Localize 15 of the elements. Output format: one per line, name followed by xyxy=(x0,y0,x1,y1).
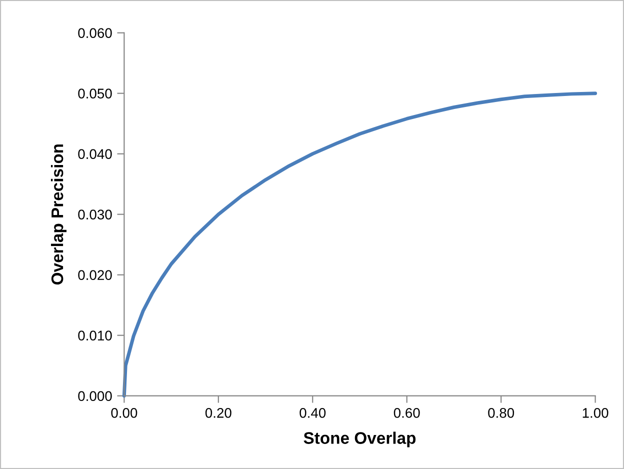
y-tick-label: 0.060 xyxy=(78,28,112,38)
x-tick-label: 1.00 xyxy=(582,408,608,418)
y-tick-label: 0.030 xyxy=(78,210,112,220)
x-tick-label: 0.00 xyxy=(111,408,138,418)
y-tick-label: 0.020 xyxy=(78,270,112,280)
y-axis-title: Overlap Precision xyxy=(50,144,67,285)
x-tick-label: 0.80 xyxy=(488,408,514,418)
y-tick-label: 0.040 xyxy=(78,149,112,159)
x-tick-label: 0.40 xyxy=(300,408,326,418)
x-tick-label: 0.60 xyxy=(394,408,420,418)
y-tick-label: 0.010 xyxy=(78,330,112,341)
x-tick-label: 0.20 xyxy=(205,408,232,418)
x-axis-title: Stone Overlap xyxy=(304,432,416,448)
y-tick-label: 0.000 xyxy=(78,391,112,402)
y-tick-label: 0.050 xyxy=(78,88,112,98)
